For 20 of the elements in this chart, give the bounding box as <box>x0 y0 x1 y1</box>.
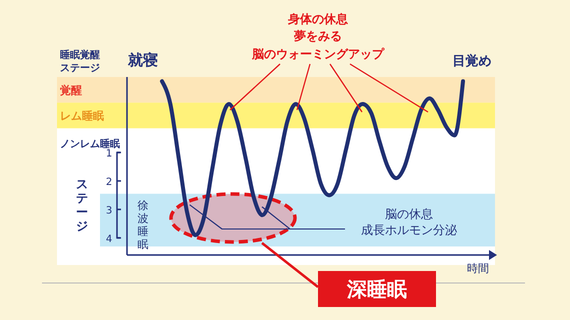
text: 夢をみる <box>294 29 342 43</box>
band-label: 徐波睡眠 <box>138 198 148 251</box>
text: 深睡眠 <box>346 277 407 301</box>
text: ノンレム睡眠 <box>60 138 120 150</box>
line-series <box>160 79 465 238</box>
y-axis-title: 睡眠覚醒ステージ <box>60 49 100 74</box>
y-tick-label: 3 <box>106 205 112 216</box>
text: 脳のウォーミングアップ <box>251 47 385 61</box>
annotation: 成長ホルモン分泌 <box>361 223 457 237</box>
annotation: 脳の休息 <box>385 207 433 221</box>
text: 就寝 <box>127 51 158 69</box>
text: 目覚め <box>452 53 492 69</box>
band-label: レム睡眠 <box>60 109 104 122</box>
text: ステージ <box>76 177 88 233</box>
y-tick-label: 1 <box>106 148 112 160</box>
band-label: 覚醒 <box>60 84 82 97</box>
text: 身体の休息 <box>287 12 349 26</box>
x-axis-title: 時間 <box>467 262 489 275</box>
y-tick-label: 2 <box>106 176 112 188</box>
y-tick-label: 4 <box>106 234 112 245</box>
